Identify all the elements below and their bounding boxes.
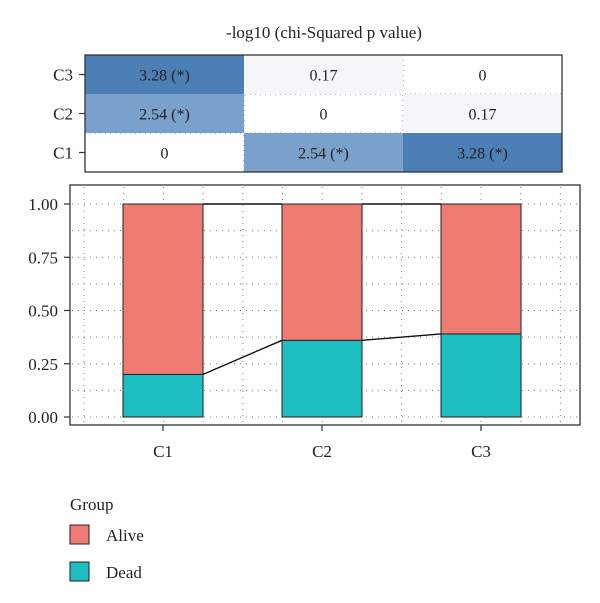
heatmap-cell-c1-c3 (403, 133, 562, 172)
bar-dead-c2 (281, 339, 363, 418)
heatmap-cell-c3-c3 (404, 56, 561, 93)
heatmap-cell-label: 3.28 (*) (139, 68, 190, 85)
y-tick-label: 1.00 (28, 195, 58, 214)
heatmap-cell-c2-c3 (403, 94, 562, 133)
x-tick-label: C3 (471, 442, 491, 461)
bar-dead-c3 (440, 333, 522, 418)
y-tick-label: 0.00 (28, 408, 58, 427)
heatmap-cell-c1-c2 (244, 133, 403, 172)
x-tick-label: C1 (153, 442, 173, 461)
y-tick-label: 0.25 (28, 355, 58, 374)
heatmap-cell-label: 2.54 (*) (139, 107, 190, 124)
stacked-bar-chart: 0.00 0.25 0.50 0.75 1.00 C1 C2 C3 (28, 184, 581, 461)
heatmap-row-label: C3 (53, 66, 73, 85)
y-tick-label: 0.75 (28, 248, 58, 267)
heatmap-cell-label: 3.28 (*) (457, 146, 508, 163)
heatmap-cell-label: 0 (479, 68, 487, 85)
heatmap-cell-c1-c1 (86, 134, 243, 171)
legend-swatch-dead (69, 561, 90, 582)
heatmap-cell-c3-c1 (85, 55, 244, 94)
bar-plot-frame (69, 184, 581, 426)
heatmap-cell-label: 0.17 (310, 68, 338, 85)
heatmap-cell-label: 0.17 (469, 107, 497, 124)
legend-swatch-alive (69, 524, 90, 545)
heatmap-row-label: C1 (53, 144, 73, 163)
legend: Group Alive Dead (69, 495, 144, 582)
heatmap: 3.28 (*) 0.17 0 2.54 (*) 0 0.17 0 2.54 (*) 3.28 … (53, 54, 563, 173)
bar-alive-c2 (281, 203, 363, 341)
x-tick-label: C2 (312, 442, 332, 461)
heatmap-cell-c3-c2 (244, 55, 403, 94)
heatmap-cell-label: 0 (161, 146, 169, 163)
heatmap-cell-label: 0 (320, 107, 328, 124)
legend-title: Group (70, 495, 113, 514)
heatmap-cell-c2-c1 (85, 94, 244, 133)
connector-line-lower (361, 333, 442, 342)
connector-line-lower (202, 339, 283, 376)
heatmap-row-label: C2 (53, 105, 73, 124)
heatmap-cell-label: 2.54 (*) (298, 146, 349, 163)
bar-alive-c1 (122, 203, 204, 375)
legend-label-alive: Alive (106, 526, 144, 545)
heatmap-title: -log10 (chi-Squared p value) (226, 23, 422, 42)
bar-alive-c3 (440, 203, 522, 335)
y-tick-label: 0.50 (28, 302, 58, 321)
bar-dead-c1 (122, 373, 204, 418)
legend-label-dead: Dead (106, 563, 142, 582)
heatmap-cell-c2-c2 (245, 95, 402, 132)
